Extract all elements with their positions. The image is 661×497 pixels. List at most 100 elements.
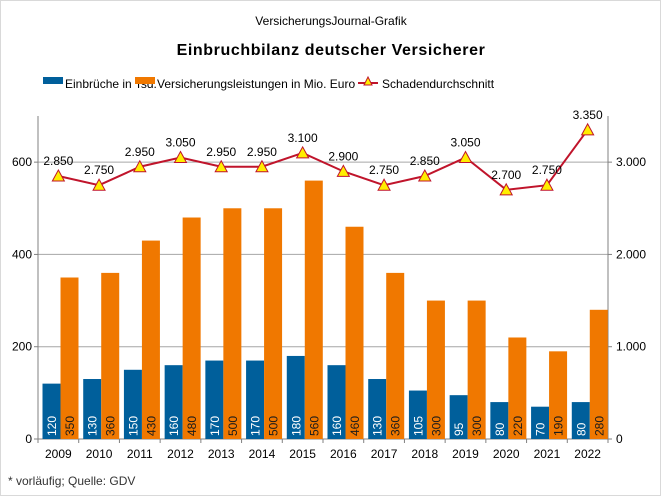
x-tick-label: 2014	[249, 447, 276, 461]
x-tick-label: 2016	[330, 447, 357, 461]
bar-leistungen	[264, 208, 283, 439]
bar-leistungen	[345, 226, 364, 439]
bar-leistungen	[101, 272, 120, 439]
x-tick-label: 2020	[493, 447, 520, 461]
bar-einbrueche	[164, 365, 183, 439]
right-tick-label: 1.000	[616, 340, 646, 354]
line-value-label: 2.750	[532, 163, 562, 177]
line-marker	[51, 168, 66, 182]
bar-leistungen	[549, 351, 568, 439]
x-tick-label: 2015	[289, 447, 316, 461]
bar-einbrueche	[83, 379, 102, 439]
bar-value-label: 170	[249, 416, 263, 436]
line-value-label: 3.050	[450, 136, 480, 150]
bar-value-label: 180	[289, 416, 303, 436]
line-value-label: 2.850	[410, 154, 440, 168]
bar-value-label: 80	[574, 422, 588, 436]
bar-leistungen	[223, 208, 242, 439]
bar-leistungen	[386, 272, 405, 439]
left-tick-label: 0	[25, 432, 32, 446]
legend-marker	[363, 75, 373, 86]
bar-value-label: 300	[470, 416, 484, 436]
bar-value-label: 350	[63, 416, 77, 436]
bar-leistungen	[467, 300, 486, 439]
bar-value-label: 560	[307, 416, 321, 436]
legend-label: Versicherungsleistungen in Mio. Euro	[157, 77, 355, 91]
left-tick-label: 400	[12, 247, 32, 261]
bar-einbrueche	[42, 383, 61, 439]
x-tick-label: 2018	[411, 447, 438, 461]
bar-einbrueche	[123, 369, 142, 439]
bar-value-label: 480	[185, 416, 199, 436]
right-tick-label: 2.000	[616, 247, 646, 261]
line-marker	[132, 159, 147, 173]
bar-leistungen	[182, 217, 201, 439]
bar-einbrueche	[246, 360, 265, 439]
legend-swatch	[43, 77, 63, 84]
line-value-label: 2.950	[206, 145, 236, 159]
bar-einbrueche	[490, 402, 509, 439]
bar-einbrueche	[449, 395, 468, 439]
bar-leistungen	[304, 180, 323, 439]
source-label: VersicherungsJournal-Grafik	[255, 14, 407, 28]
line-value-label: 2.850	[43, 154, 73, 168]
line-marker	[417, 168, 432, 182]
legend-label: Schadendurchschnitt	[382, 77, 495, 91]
bar-value-label: 500	[226, 416, 240, 436]
footnote: * vorläufig; Quelle: GDV	[8, 474, 135, 488]
line-marker	[499, 182, 514, 196]
bar-value-label: 460	[348, 416, 362, 436]
bar-value-label: 105	[411, 416, 425, 436]
line-marker	[255, 159, 269, 173]
bar-leistungen	[589, 309, 608, 439]
x-tick-label: 2022	[574, 447, 601, 461]
bar-value-label: 120	[45, 416, 59, 436]
bar-einbrueche	[368, 379, 387, 439]
legend-label: Einbrüche in Tsd.	[65, 77, 157, 91]
line-marker	[295, 145, 310, 159]
bar-leistungen	[508, 337, 527, 439]
x-tick-label: 2013	[208, 447, 235, 461]
line-value-label: 2.900	[328, 149, 358, 163]
right-tick-label: 0	[616, 432, 623, 446]
x-tick-label: 2009	[45, 447, 72, 461]
line-marker	[214, 159, 229, 173]
bar-value-label: 70	[534, 422, 548, 436]
line-marker	[336, 164, 351, 177]
bar-value-label: 95	[452, 422, 466, 436]
line-marker	[540, 178, 554, 191]
line-value-label: 3.100	[288, 131, 318, 145]
left-tick-label: 200	[12, 340, 32, 354]
bar-einbrueche	[408, 390, 427, 439]
bar-value-label: 80	[493, 422, 507, 436]
line-marker	[92, 178, 106, 191]
line-value-label: 2.750	[369, 163, 399, 177]
x-tick-label: 2017	[371, 447, 398, 461]
chart-title: Einbruchbilanz deutscher Versicherer	[177, 42, 486, 59]
line-marker	[173, 150, 188, 164]
line-value-label: 2.700	[491, 168, 521, 182]
left-tick-label: 600	[12, 155, 32, 169]
x-tick-label: 2012	[167, 447, 194, 461]
line-marker	[580, 122, 595, 136]
line-marker	[458, 150, 473, 164]
bar-value-label: 160	[330, 416, 344, 436]
bar-einbrueche	[286, 355, 305, 439]
bar-value-label: 360	[389, 416, 403, 436]
x-tick-label: 2010	[86, 447, 113, 461]
line-value-label: 2.950	[247, 145, 277, 159]
bar-value-label: 160	[167, 416, 181, 436]
right-tick-label: 3.000	[616, 155, 646, 169]
line-value-label: 2.750	[84, 163, 114, 177]
x-tick-label: 2011	[127, 447, 153, 461]
bar-value-label: 130	[86, 416, 100, 436]
x-tick-label: 2019	[452, 447, 479, 461]
bar-einbrueche	[205, 360, 224, 439]
bar-einbrueche	[531, 406, 550, 439]
bar-value-label: 190	[552, 416, 566, 436]
x-tick-label: 2021	[534, 447, 561, 461]
bar-value-label: 500	[267, 416, 281, 436]
bar-value-label: 430	[144, 416, 158, 436]
legend-swatch	[135, 77, 155, 84]
